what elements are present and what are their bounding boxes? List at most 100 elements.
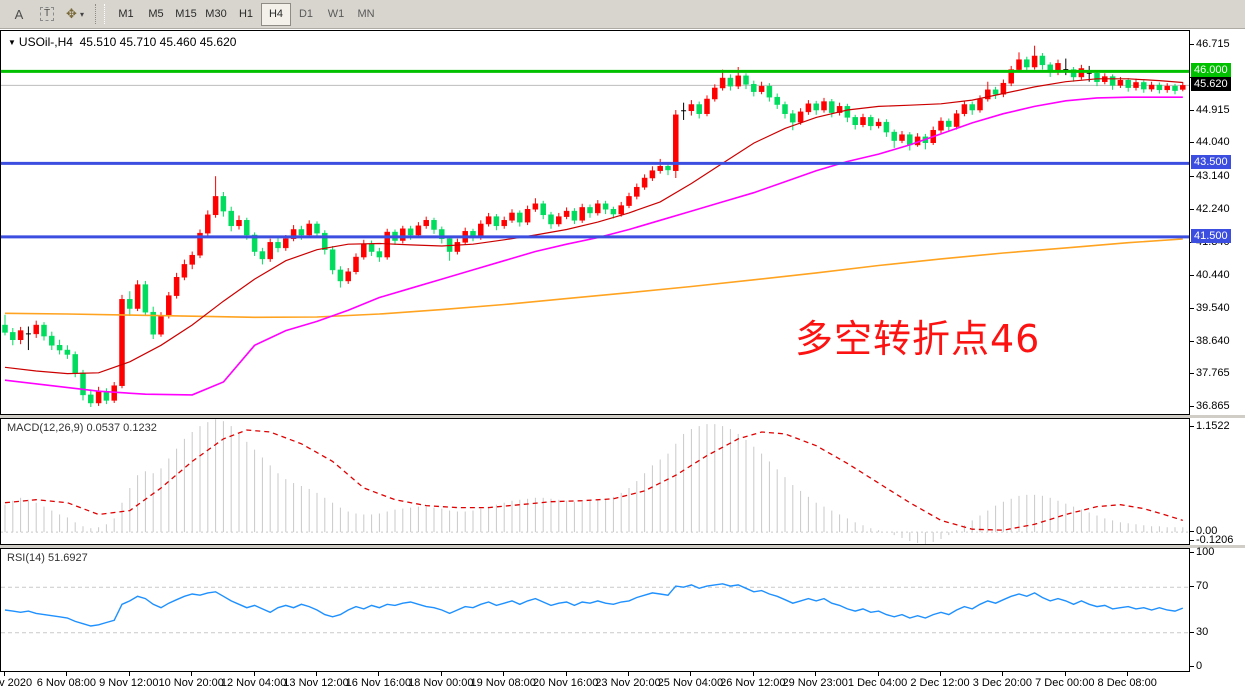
time-tick [503, 672, 505, 676]
chart-annotation-text: 多空转折点46 [795, 317, 1041, 361]
time-tick [690, 672, 692, 676]
tf-button-H4[interactable]: H4 [261, 2, 291, 26]
main-chart-panel[interactable]: ▼ USOil-,H4 45.510 45.710 45.460 45.620 多… [0, 30, 1190, 415]
time-tick-label: 26 Nov 12:00 [720, 677, 786, 689]
macd-tick [1190, 426, 1194, 427]
price-tick [1190, 340, 1194, 342]
rsi-tick-label: 30 [1196, 625, 1209, 638]
time-tick [440, 672, 442, 676]
price-tick [1190, 307, 1194, 309]
time-tick-label: 10 Nov 20:00 [158, 677, 224, 689]
price-tick [1190, 208, 1194, 210]
arrows-tool-icon: ✥ [66, 6, 77, 21]
price-tick-label: 40.440 [1196, 268, 1230, 281]
symbol-label: USOil-,H4 [18, 35, 73, 49]
time-tick [877, 672, 879, 676]
macd-plot[interactable] [1, 419, 1189, 544]
ma-mid-magenta [4, 96, 1183, 396]
rsi-tick [1190, 552, 1194, 553]
time-tick-label: 3 Dec 20:00 [972, 677, 1033, 689]
ohlc-values: 45.510 45.710 45.460 45.620 [79, 35, 237, 49]
rsi-line [4, 583, 1184, 627]
time-tick-label: 16 Nov 16:00 [345, 677, 412, 689]
tf-button-H1[interactable]: H1 [238, 8, 254, 20]
time-tick-label: 18 Nov 00:00 [408, 677, 474, 689]
text-label-tool-button[interactable]: T [34, 2, 60, 26]
rsi-tick-label: 100 [1196, 546, 1215, 558]
time-tick-label: 8 Dec 08:00 [1097, 677, 1157, 689]
time-tick [316, 672, 317, 676]
price-tick [1190, 373, 1194, 375]
time-tick [815, 672, 817, 676]
price-level-badge: 45.620 [1191, 77, 1231, 92]
rsi-tick [1190, 631, 1194, 633]
macd-tick-label: -0.1206 [1196, 534, 1234, 546]
tf-button-W1[interactable]: W1 [327, 8, 345, 20]
tf-button-MN[interactable]: MN [357, 8, 375, 20]
arrows-tool-button[interactable]: ✥ ▾ [62, 2, 88, 26]
tf-button-M30[interactable]: M30 [205, 8, 227, 20]
time-tick [565, 672, 567, 676]
price-tick-label: 37.765 [1196, 367, 1230, 380]
price-tick [1190, 44, 1194, 46]
price-level-badge: 41.500 [1191, 228, 1231, 243]
price-tick-label: 38.640 [1196, 334, 1230, 347]
time-tick-label: 13 Nov 12:00 [283, 677, 349, 689]
rsi-tick-label: 70 [1196, 580, 1209, 593]
toolbar: A T ✥ ▾ M1 M5 M15 M30 H1 H4 D1 W1 MN [0, 0, 1245, 29]
price-tick-label: 46.715 [1196, 38, 1230, 51]
time-tick [752, 672, 754, 676]
rsi-tick [1190, 666, 1194, 667]
ma-slow-orange [4, 238, 1183, 319]
price-level-badge: 43.500 [1191, 155, 1231, 170]
macd-axis[interactable]: 1.1522 0.00 -0.1206 [1190, 418, 1245, 546]
time-tick [1064, 672, 1066, 676]
time-tick-label: 7 Dec 00:00 [1035, 677, 1095, 689]
price-tick-label: 43.140 [1196, 169, 1230, 182]
rsi-tick [1190, 586, 1194, 588]
price-tick-label: 39.540 [1196, 301, 1230, 314]
time-tick [378, 672, 380, 676]
time-tick-label: 23 Nov 20:00 [595, 677, 661, 689]
price-tick-label: 44.040 [1196, 136, 1230, 149]
time-tick-label: 25 Nov 04:00 [657, 677, 724, 689]
price-tick [1190, 175, 1194, 177]
time-tick [253, 672, 255, 676]
rsi-panel[interactable]: RSI(14) 51.6927 [0, 548, 1190, 672]
time-tick [1002, 672, 1004, 676]
price-axis[interactable]: 46.71545.81544.91544.04043.14042.24041.3… [1190, 30, 1245, 415]
price-tick [1190, 406, 1194, 408]
time-tick [128, 672, 130, 676]
price-tick [1190, 110, 1194, 112]
symbol-dropdown-icon[interactable]: ▼ [8, 38, 16, 47]
time-tick [628, 672, 629, 676]
font-tool-button[interactable]: A [6, 2, 32, 26]
time-tick [66, 672, 68, 676]
macd-label: MACD(12,26,9) 0.0537 0.1232 [7, 422, 157, 434]
chevron-down-icon: ▾ [79, 9, 84, 19]
panel-splitter[interactable] [0, 415, 1245, 418]
panel-splitter[interactable] [0, 545, 1245, 548]
time-tick-label: 12 Nov 04:00 [220, 677, 287, 689]
rsi-value: 51.6927 [47, 552, 88, 564]
price-tick [1190, 274, 1194, 276]
tf-button-M5[interactable]: M5 [148, 8, 164, 20]
toolbar-separator [95, 4, 105, 24]
rsi-label: RSI(14) 51.6927 [7, 552, 88, 564]
macd-tick [1190, 540, 1194, 541]
ma-fast-red [4, 78, 1183, 375]
rsi-tick-label: 0 [1196, 660, 1203, 672]
time-tick-label: 2 Dec 12:00 [910, 677, 970, 689]
tf-button-M1[interactable]: M1 [118, 8, 134, 20]
rsi-axis[interactable]: 100 70 30 0 [1190, 546, 1245, 672]
tf-button-D1[interactable]: D1 [298, 8, 314, 20]
rsi-plot[interactable] [1, 549, 1189, 671]
macd-values: 0.0537 0.1232 [86, 422, 157, 434]
macd-tick [1190, 531, 1194, 533]
price-tick-label: 42.240 [1196, 202, 1230, 215]
macd-panel[interactable]: MACD(12,26,9) 0.0537 0.1232 [0, 418, 1190, 545]
candlestick-plot[interactable] [1, 31, 1189, 414]
macd-tick-label: 1.1522 [1196, 420, 1230, 432]
tf-button-M15[interactable]: M15 [175, 8, 197, 20]
